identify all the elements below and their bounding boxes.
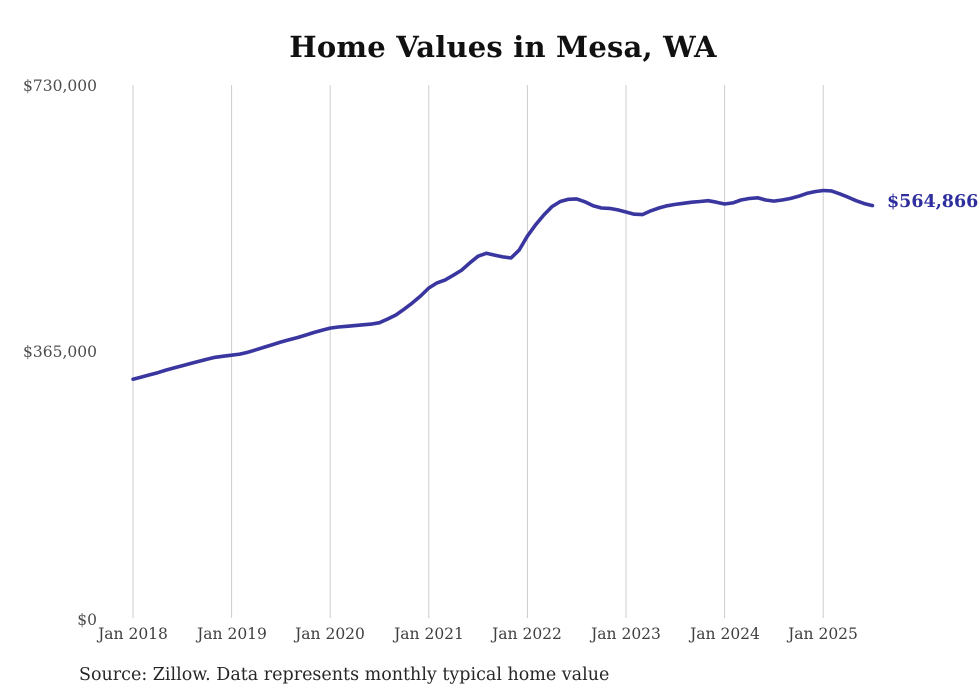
x-axis-tick-label: Jan 2021	[394, 625, 464, 643]
latest-value-label: $564,866	[887, 192, 979, 212]
x-axis-tick-label: Jan 2025	[788, 625, 858, 643]
y-axis-tick-label: $730,000	[23, 77, 97, 95]
y-axis-tick-label: $365,000	[23, 343, 97, 361]
x-axis-tick-label: Jan 2018	[98, 625, 168, 643]
x-axis-tick-label: Jan 2022	[492, 625, 562, 643]
x-axis-tick-label: Jan 2024	[690, 625, 760, 643]
x-axis-tick-label: Jan 2019	[197, 625, 267, 643]
home-value-line	[131, 188, 875, 382]
chart-title: Home Values in Mesa, WA	[289, 30, 717, 64]
x-axis-tick-label: Jan 2020	[295, 625, 365, 643]
y-axis-tick-label: $0	[77, 611, 97, 629]
x-axis-tick-label: Jan 2023	[591, 625, 661, 643]
source-note: Source: Zillow. Data represents monthly …	[79, 665, 610, 685]
